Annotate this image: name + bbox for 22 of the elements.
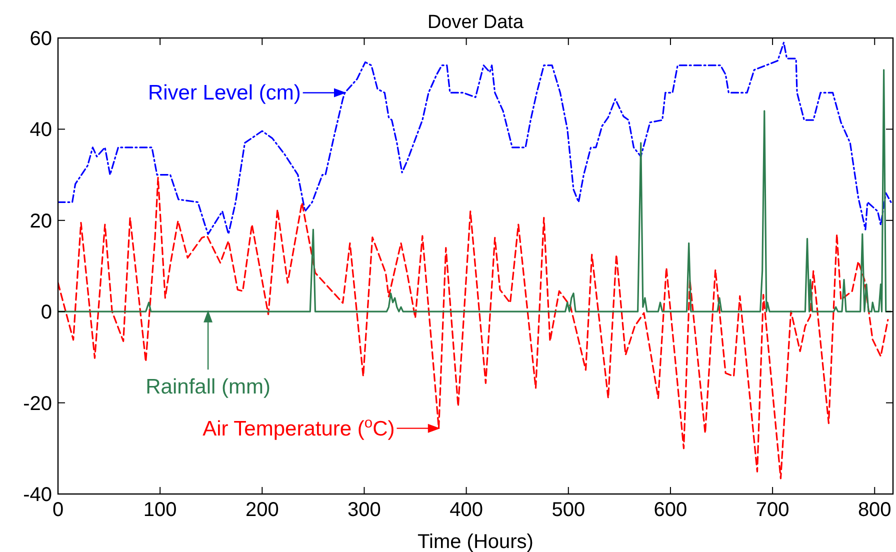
- y-tick-label: -20: [23, 392, 52, 415]
- y-tick-label: -40: [23, 484, 52, 506]
- x-tick-label: 700: [756, 499, 790, 521]
- annotation: Rainfall (mm): [146, 376, 270, 399]
- chart-title: Dover Data: [427, 12, 524, 33]
- x-tick-label: 500: [552, 499, 586, 521]
- x-tick-label: 300: [348, 499, 381, 521]
- y-tick-label: 40: [30, 119, 52, 142]
- x-axis-title: Time (Hours): [418, 531, 534, 552]
- line-series: [58, 69, 892, 312]
- line-series: [58, 176, 889, 480]
- x-tick-label: 800: [858, 499, 892, 521]
- annotation: Air Temperature ($^{o}$C): [202, 415, 395, 440]
- x-tick-label: 600: [654, 499, 688, 521]
- annotation: River Level (cm): [148, 82, 301, 105]
- line-series: [58, 42, 892, 235]
- y-tick-label: 20: [30, 210, 52, 232]
- x-tick-label: 400: [450, 499, 483, 521]
- x-tick-label: 100: [143, 499, 177, 521]
- x-tick-label: 200: [245, 499, 279, 521]
- y-tick-label: 0: [40, 302, 52, 324]
- y-tick-label: 60: [30, 28, 52, 50]
